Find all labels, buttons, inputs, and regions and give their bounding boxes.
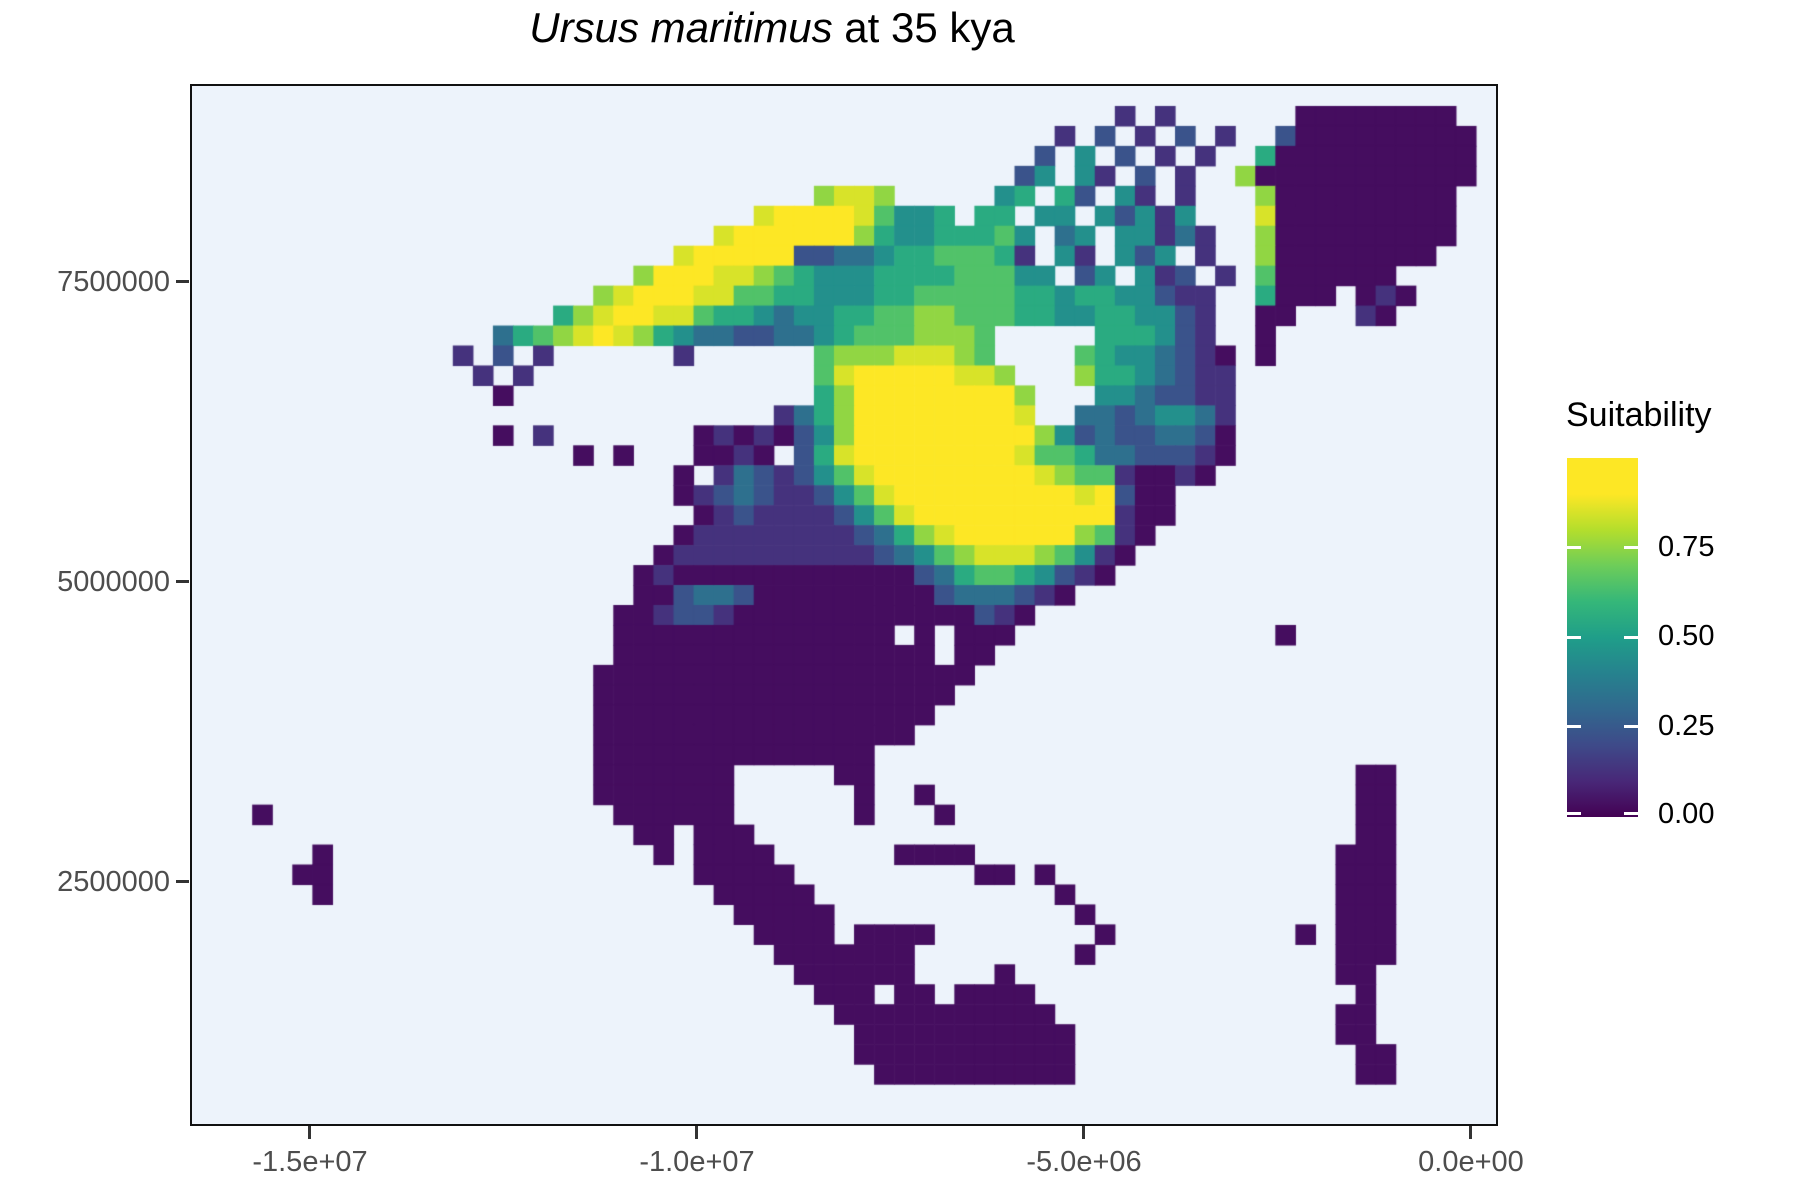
colorbar-tick <box>1624 546 1638 549</box>
colorbar-tick <box>1624 636 1638 639</box>
colorbar-tick <box>1567 725 1581 728</box>
y-axis-tick <box>176 580 189 583</box>
plot-title: Ursus maritimus at 35 kya <box>172 4 1372 52</box>
colorbar-tick <box>1567 546 1581 549</box>
x-axis-label: -1.5e+07 <box>252 1146 368 1178</box>
colorbar-tick <box>1567 812 1581 815</box>
x-axis-tick <box>1469 1126 1472 1139</box>
colorbar-tick <box>1624 812 1638 815</box>
legend-label: 0.00 <box>1658 798 1715 830</box>
legend-label: 0.50 <box>1658 620 1715 652</box>
plot-panel <box>190 84 1498 1126</box>
colorbar-tick <box>1624 725 1638 728</box>
x-axis-tick <box>695 1126 698 1139</box>
legend-colorbar <box>1567 458 1638 817</box>
legend-title: Suitability <box>1566 396 1712 434</box>
legend-label: 0.25 <box>1658 710 1715 742</box>
y-axis-tick <box>176 880 189 883</box>
y-axis-label: 7500000 <box>57 266 170 298</box>
y-axis-tick <box>176 280 189 283</box>
x-axis-label: 0.0e+00 <box>1418 1146 1524 1178</box>
y-axis-label: 5000000 <box>57 566 170 598</box>
plot-title-species: Ursus maritimus <box>529 4 833 51</box>
x-axis-label: -1.0e+07 <box>639 1146 755 1178</box>
x-axis-tick <box>1082 1126 1085 1139</box>
legend-label: 0.75 <box>1658 531 1715 563</box>
colorbar-tick <box>1567 636 1581 639</box>
y-axis-label: 2500000 <box>57 866 170 898</box>
plot-title-suffix: at 35 kya <box>832 4 1015 51</box>
x-axis-label: -5.0e+06 <box>1026 1146 1142 1178</box>
suitability-raster-map <box>192 86 1496 1124</box>
x-axis-tick <box>308 1126 311 1139</box>
